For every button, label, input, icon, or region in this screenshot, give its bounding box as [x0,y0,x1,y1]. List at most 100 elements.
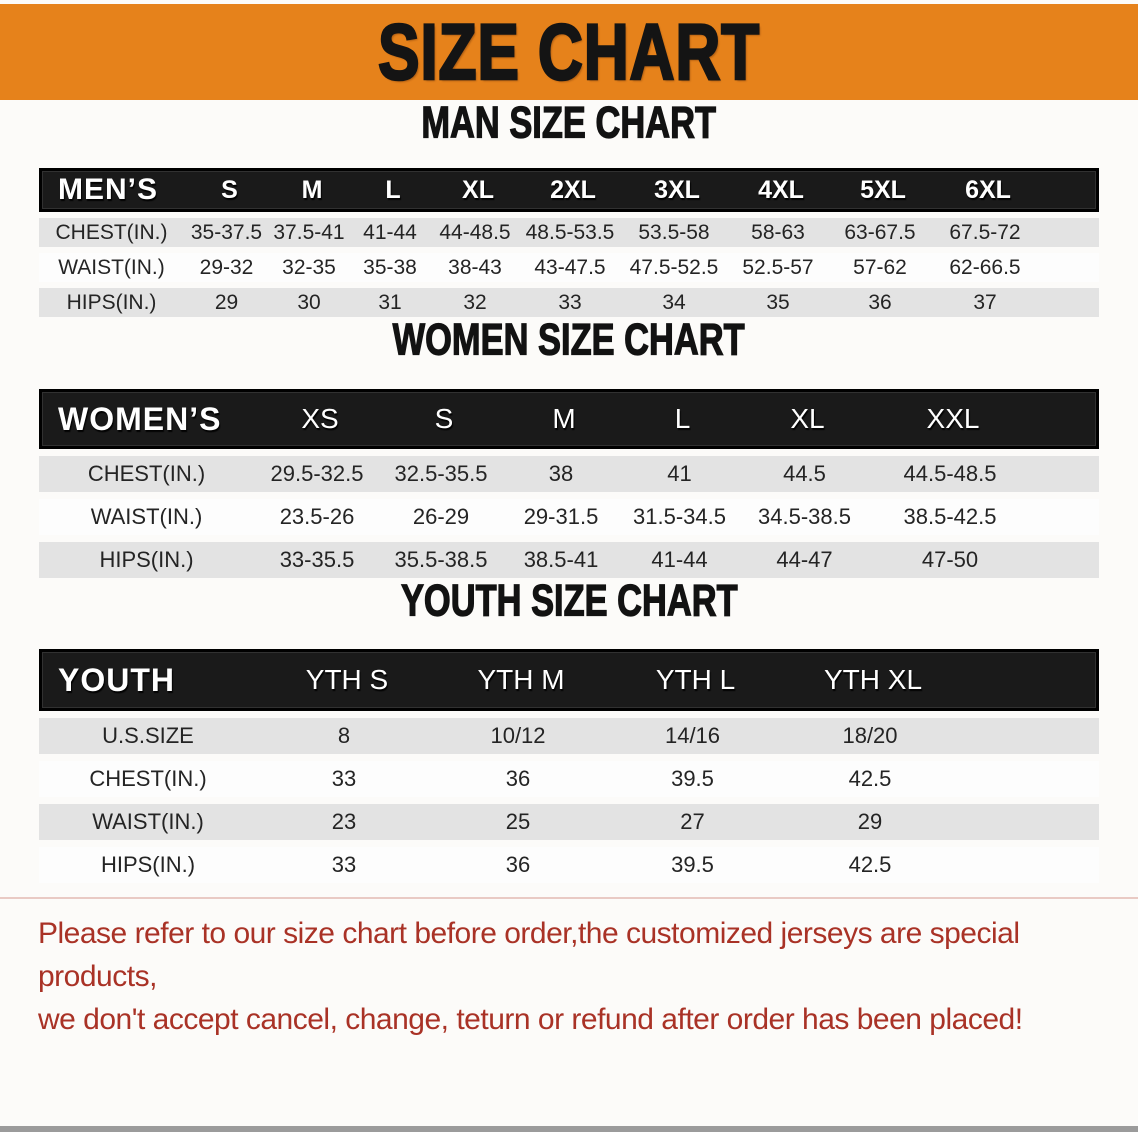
row-label: CHEST(IN.) [87,461,206,486]
table-corner-label: YOUTH [58,661,175,698]
size-value-cell: 38.5-41 [523,547,599,572]
table-row: HIPS(IN.) 29 30 31 32 33 34 35 36 37 [39,288,1099,317]
size-value-cell: 41-44 [651,547,708,572]
size-value-cell: 53.5-58 [638,220,710,244]
table-row: HIPS(IN.) 33-35.5 35.5-38.5 38.5-41 41-44 44-… [39,542,1099,578]
size-value-cell: 42.5 [848,766,892,791]
table-row: CHEST(IN.) 29.5-32.5 32.5-35.5 38 41 44.5 44.5… [39,456,1099,492]
table-header-row: MEN’S S M L XL 2XL 3XL 4XL 5XL 6XL [39,168,1099,212]
size-value-cell: 36 [868,290,892,314]
size-value-cell: 29 [214,290,239,314]
size-column-header: YTH XL [823,664,923,695]
table-row: WAIST(IN.) 23 25 27 29 [39,804,1099,840]
row-label: U.S.SIZE [102,723,194,748]
size-value-cell: 33 [558,290,582,314]
row-label: WAIST(IN.) [58,255,165,279]
size-value-cell: 35-38 [363,255,417,279]
size-value-cell: 62-66.5 [949,255,1021,279]
size-value-cell: 32-35 [282,255,336,279]
size-value-cell: 58-63 [751,220,805,244]
size-value-cell: 35 [766,290,790,314]
size-column-header: S [221,175,238,204]
table-row: CHEST(IN.) 33 36 39.5 42.5 [39,761,1099,797]
banner-title: SIZE CHART [377,7,761,98]
table-corner-label: WOMEN’S [58,400,222,437]
size-column-header: M [552,403,576,434]
size-value-cell: 32 [463,290,487,314]
row-label: CHEST(IN.) [55,220,168,244]
table-row: WAIST(IN.) 29-32 32-35 35-38 38-43 43-47.5 47.… [39,253,1099,282]
size-column-header: YTH M [477,664,565,695]
size-value-cell: 29-31.5 [523,504,599,529]
size-column-header: XS [301,403,339,434]
size-value-cell: 27 [680,809,705,834]
size-value-cell: 36 [505,852,531,877]
table-row: WAIST(IN.) 23.5-26 26-29 29-31.5 31.5-34.5 34… [39,499,1099,535]
women-section-heading: WOMEN SIZE CHART [0,314,1138,365]
size-value-cell: 10/12 [490,723,546,748]
notice-line-2: we don't accept cancel, change, teturn o… [38,1003,1023,1036]
size-column-header: XL [790,403,825,434]
men-section-heading-text: MAN SIZE CHART [421,97,717,148]
size-value-cell: 37.5-41 [273,220,345,244]
size-value-cell: 14/16 [664,723,721,748]
size-value-cell: 31 [378,290,402,314]
size-value-cell: 8 [337,723,351,748]
size-value-cell: 44.5 [783,461,826,486]
size-value-cell: 32.5-35.5 [394,461,488,486]
size-value-cell: 47-50 [921,547,979,572]
table-header-row: YOUTH YTH S YTH M YTH L YTH XL [39,649,1099,711]
section-men: MAN SIZE CHART MEN’S S M L XL 2XL 3XL 4XL 5XL 6XL… [0,97,1138,317]
size-value-cell: 37 [973,290,997,314]
size-column-header: M [301,175,323,204]
size-value-cell: 52.5-57 [742,255,814,279]
row-label: WAIST(IN.) [92,809,204,834]
size-value-cell: 23 [331,809,357,834]
size-value-cell: 33 [331,766,357,791]
size-value-cell: 42.5 [848,852,892,877]
size-value-cell: 33-35.5 [279,547,355,572]
size-column-header: XL [462,175,494,204]
size-value-cell: 36 [505,766,531,791]
youth-section-heading-text: YOUTH SIZE CHART [400,575,738,626]
size-column-header: L [385,175,401,204]
size-column-header: 5XL [860,175,906,204]
row-label: HIPS(IN.) [99,547,194,572]
size-value-cell: 41-44 [363,220,417,244]
table-row: HIPS(IN.) 33 36 39.5 42.5 [39,847,1099,883]
men-size-table: MEN’S S M L XL 2XL 3XL 4XL 5XL 6XL CHEST(IN.) 35-37… [39,168,1099,317]
size-column-header: YTH S [305,664,389,695]
size-value-cell: 26-29 [412,504,470,529]
size-value-cell: 33 [331,852,357,877]
row-label: CHEST(IN.) [89,766,207,791]
size-column-header: 4XL [758,175,804,204]
table-row: U.S.SIZE 8 10/12 14/16 18/20 [39,718,1099,754]
size-value-cell: 39.5 [671,852,714,877]
size-value-cell: 44-48.5 [439,220,511,244]
notice-line-1: Please refer to our size chart before or… [38,917,1020,993]
size-value-cell: 44.5-48.5 [903,461,997,486]
size-column-header: 3XL [654,175,700,204]
size-value-cell: 63-67.5 [844,220,916,244]
size-value-cell: 25 [505,809,531,834]
size-column-header: 2XL [550,175,596,204]
women-section-heading-text: WOMEN SIZE CHART [392,314,746,365]
table-header-row: WOMEN’S XS S M L XL XXL [39,389,1099,449]
size-value-cell: 57-62 [853,255,907,279]
size-column-header: S [434,403,454,434]
divider-line [0,897,1138,899]
size-value-cell: 31.5-34.5 [633,504,726,529]
size-column-header: L [674,403,691,434]
size-value-cell: 43-47.5 [534,255,606,279]
youth-section-heading: YOUTH SIZE CHART [0,575,1138,626]
size-value-cell: 35-37.5 [190,220,263,244]
size-column-header: XXL [926,403,980,434]
size-value-cell: 39.5 [671,766,714,791]
size-value-cell: 34 [662,290,686,314]
size-value-cell: 29 [857,809,883,834]
size-value-cell: 34.5-38.5 [758,504,851,529]
row-label: HIPS(IN.) [66,290,157,314]
size-column-header: YTH L [655,664,736,695]
size-value-cell: 35.5-38.5 [394,547,488,572]
